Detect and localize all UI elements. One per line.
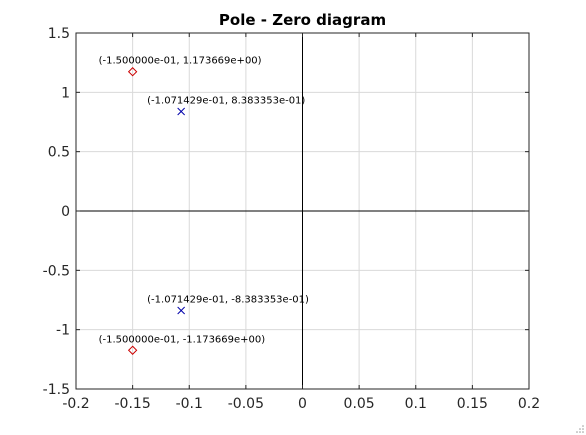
point-label: (-1.071429e-01, 8.383353e-01) [147,96,305,107]
y-tick-label: 1.5 [48,26,70,42]
point-label: (-1.500000e-01, -1.173669e+00) [99,334,266,345]
chart-title: Pole - Zero diagram [219,11,386,29]
y-tick-label: 1 [61,85,70,101]
y-tick-label: 0.5 [48,145,70,161]
y-tick-label: -0.5 [43,263,70,279]
data-markers [127,67,186,355]
zero-axes [76,33,529,389]
pole-marker-stroke [177,107,186,116]
pole-marker [177,306,186,315]
axis-ticks: -0.2 -0.15 -0.1 -0.05 0 0.05 0.1 0.15 0.2 1.5 1 0.5… [43,26,540,412]
x-tick-label: 0.05 [344,396,375,412]
y-tick-label: 0 [61,204,70,220]
point-label: (-1.071429e-01, -8.383353e-01) [147,294,309,305]
x-tick-label: 0.2 [518,396,540,412]
x-tick-label: -0.2 [62,396,89,412]
x-tick-label: -0.05 [228,396,264,412]
y-tick-label: -1 [56,323,70,339]
x-tick-label: 0.1 [405,396,427,412]
zero-marker [127,67,138,77]
x-tick-label: -0.15 [115,396,151,412]
x-tick-label: 0.15 [457,396,488,412]
point-annotations: (-1.500000e-01, 1.173669e+00) (-1.500000e… [99,56,309,346]
point-label: (-1.500000e-01, 1.173669e+00) [99,56,262,67]
x-tick-label: -0.1 [176,396,203,412]
x-tick-label: 0 [298,396,307,412]
pole-marker-stroke [177,306,186,315]
pole-marker [177,107,186,116]
resize-grip-icon[interactable] [575,424,585,434]
y-tick-label: -1.5 [43,382,70,398]
zero-marker [127,345,138,355]
